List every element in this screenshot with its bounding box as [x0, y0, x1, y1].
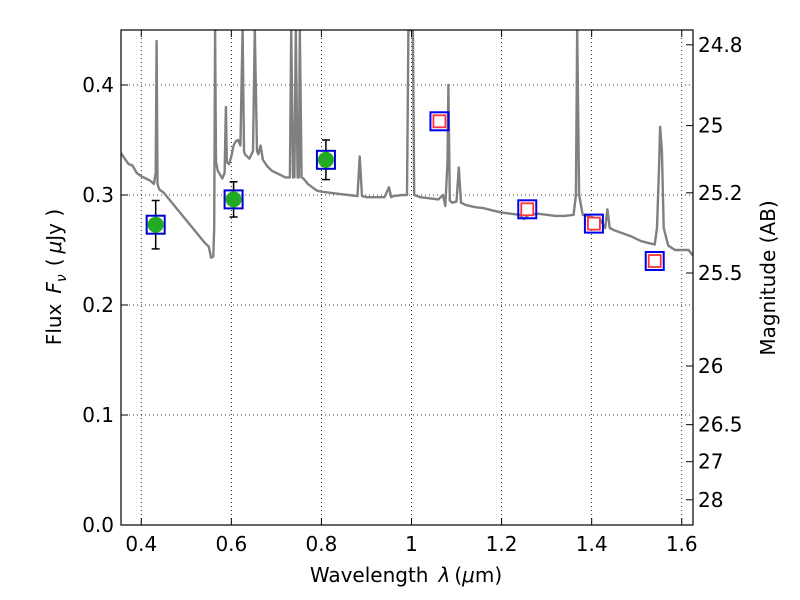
x-tick-label: 1.4 — [576, 532, 608, 556]
plot-frame — [120, 29, 694, 526]
nir-inner-square-marker — [520, 202, 535, 217]
y2-axis-title: Magnitude (AB) — [756, 200, 780, 355]
optical-square-marker — [223, 189, 244, 210]
y2-axis-ticks: 24.8 25 25.2 25.5 26 26.5 27 28 — [686, 33, 743, 512]
y-tick-label: 0.2 — [82, 293, 114, 317]
x-tick-label: 0.8 — [306, 532, 338, 556]
y2-tick-label: 27 — [698, 450, 723, 474]
y2-tick-label: 26.5 — [698, 413, 743, 437]
x-axis-ticks: 0.4 0.6 0.8 1 1.2 1.4 1.6 — [125, 30, 698, 556]
nir-inner-square-marker — [587, 216, 601, 231]
y2-tick-label: 25.2 — [698, 181, 743, 205]
x-tick-label: 1 — [405, 532, 418, 556]
nir-outer-square-marker — [583, 213, 604, 234]
nir-outer-square-marker — [429, 111, 450, 132]
y-tick-label: 0.0 — [82, 513, 114, 537]
nir-inner-square-marker — [647, 254, 662, 268]
y2-tick-label: 26 — [698, 354, 723, 378]
x-tick-label: 1.6 — [666, 532, 698, 556]
nir-outer-square-marker — [644, 251, 665, 271]
y-tick-label: 0.1 — [82, 403, 114, 427]
model-curve-layer — [121, 30, 693, 259]
y-axis-title: FluxFν(μJy ) — [42, 209, 70, 345]
x-axis-title: Wavelength λ (μm) — [310, 563, 502, 587]
x-tick-label: 0.6 — [215, 532, 247, 556]
optical-square-marker — [315, 149, 336, 170]
x-tick-label: 1.2 — [486, 532, 518, 556]
optical-circle-marker — [225, 191, 242, 208]
nir-inner-square-marker — [432, 114, 447, 129]
y-tick-label: 0.3 — [82, 183, 114, 207]
x-tick-label: 0.4 — [125, 532, 157, 556]
optical-circle-marker — [317, 151, 334, 168]
y-tick-label: 0.4 — [82, 73, 114, 97]
data-markers — [145, 111, 665, 271]
y2-tick-label: 25 — [698, 114, 723, 138]
y-axis-ticks: 0.0 0.1 0.2 0.3 0.4 — [82, 73, 128, 537]
y2-tick-label: 28 — [698, 488, 723, 512]
y2-tick-label: 25.5 — [698, 261, 743, 285]
optical-square-marker — [145, 214, 166, 235]
nir-outer-square-marker — [517, 199, 538, 220]
model-sed-curve — [121, 30, 693, 259]
optical-circle-marker — [147, 216, 164, 233]
y2-tick-label: 24.8 — [698, 33, 743, 57]
